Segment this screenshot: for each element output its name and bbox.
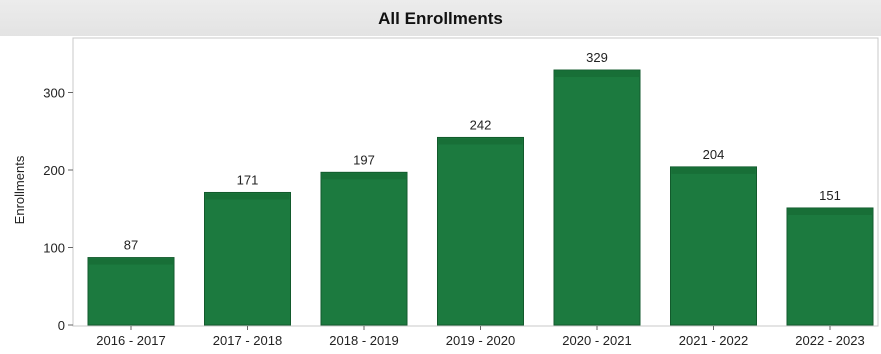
bar-value-label: 151 <box>819 188 841 203</box>
bar <box>204 191 291 326</box>
bar-top-shade <box>671 167 756 174</box>
bar-value-label: 87 <box>124 238 138 253</box>
bar-top-shade <box>788 208 872 215</box>
y-tick-label: 300 <box>43 86 65 101</box>
bar-top-shade <box>205 193 290 200</box>
bar-top-shade <box>438 138 523 145</box>
value-labels: 87 171 197 242 329 204 151 <box>124 50 841 253</box>
y-tick-label: 200 <box>43 163 65 178</box>
bar-value-label: 242 <box>470 117 492 132</box>
bar-value-label: 204 <box>703 147 725 162</box>
y-tick-label: 100 <box>43 241 65 256</box>
bar-top-shade <box>322 173 406 180</box>
bar-top-shade <box>555 71 639 78</box>
x-tick-label: 2016 - 2017 <box>96 333 165 348</box>
bar <box>553 69 641 326</box>
bar <box>670 166 757 326</box>
x-tick-label: 2019 - 2020 <box>446 333 515 348</box>
x-tick-label: 2018 - 2019 <box>329 333 398 348</box>
bar-value-label: 171 <box>237 172 259 187</box>
plot-area <box>72 37 879 327</box>
x-tick-label: 2021 - 2022 <box>679 333 748 348</box>
bar <box>786 207 874 326</box>
bar-value-label: 329 <box>586 50 608 65</box>
bar-top-shade <box>89 258 173 265</box>
bar-value-label: 197 <box>353 152 375 167</box>
x-tick-label: 2022 - 2023 <box>795 333 864 348</box>
bar <box>320 171 408 326</box>
bars <box>87 69 874 326</box>
bar <box>87 257 175 326</box>
title-bar <box>0 0 881 36</box>
plot-frame <box>72 37 879 327</box>
x-tick-label: 2020 - 2021 <box>562 333 631 348</box>
y-axis: 0 100 200 300 <box>43 86 73 333</box>
y-tick-label: 0 <box>58 318 65 333</box>
x-axis: 2016 - 2017 2017 - 2018 2018 - 2019 2019 - … <box>96 326 865 348</box>
x-tick-label: 2017 - 2018 <box>213 333 282 348</box>
bar <box>437 136 524 326</box>
chart-title: All Enrollments <box>378 9 503 28</box>
y-axis-title: Enrollments <box>12 155 27 224</box>
